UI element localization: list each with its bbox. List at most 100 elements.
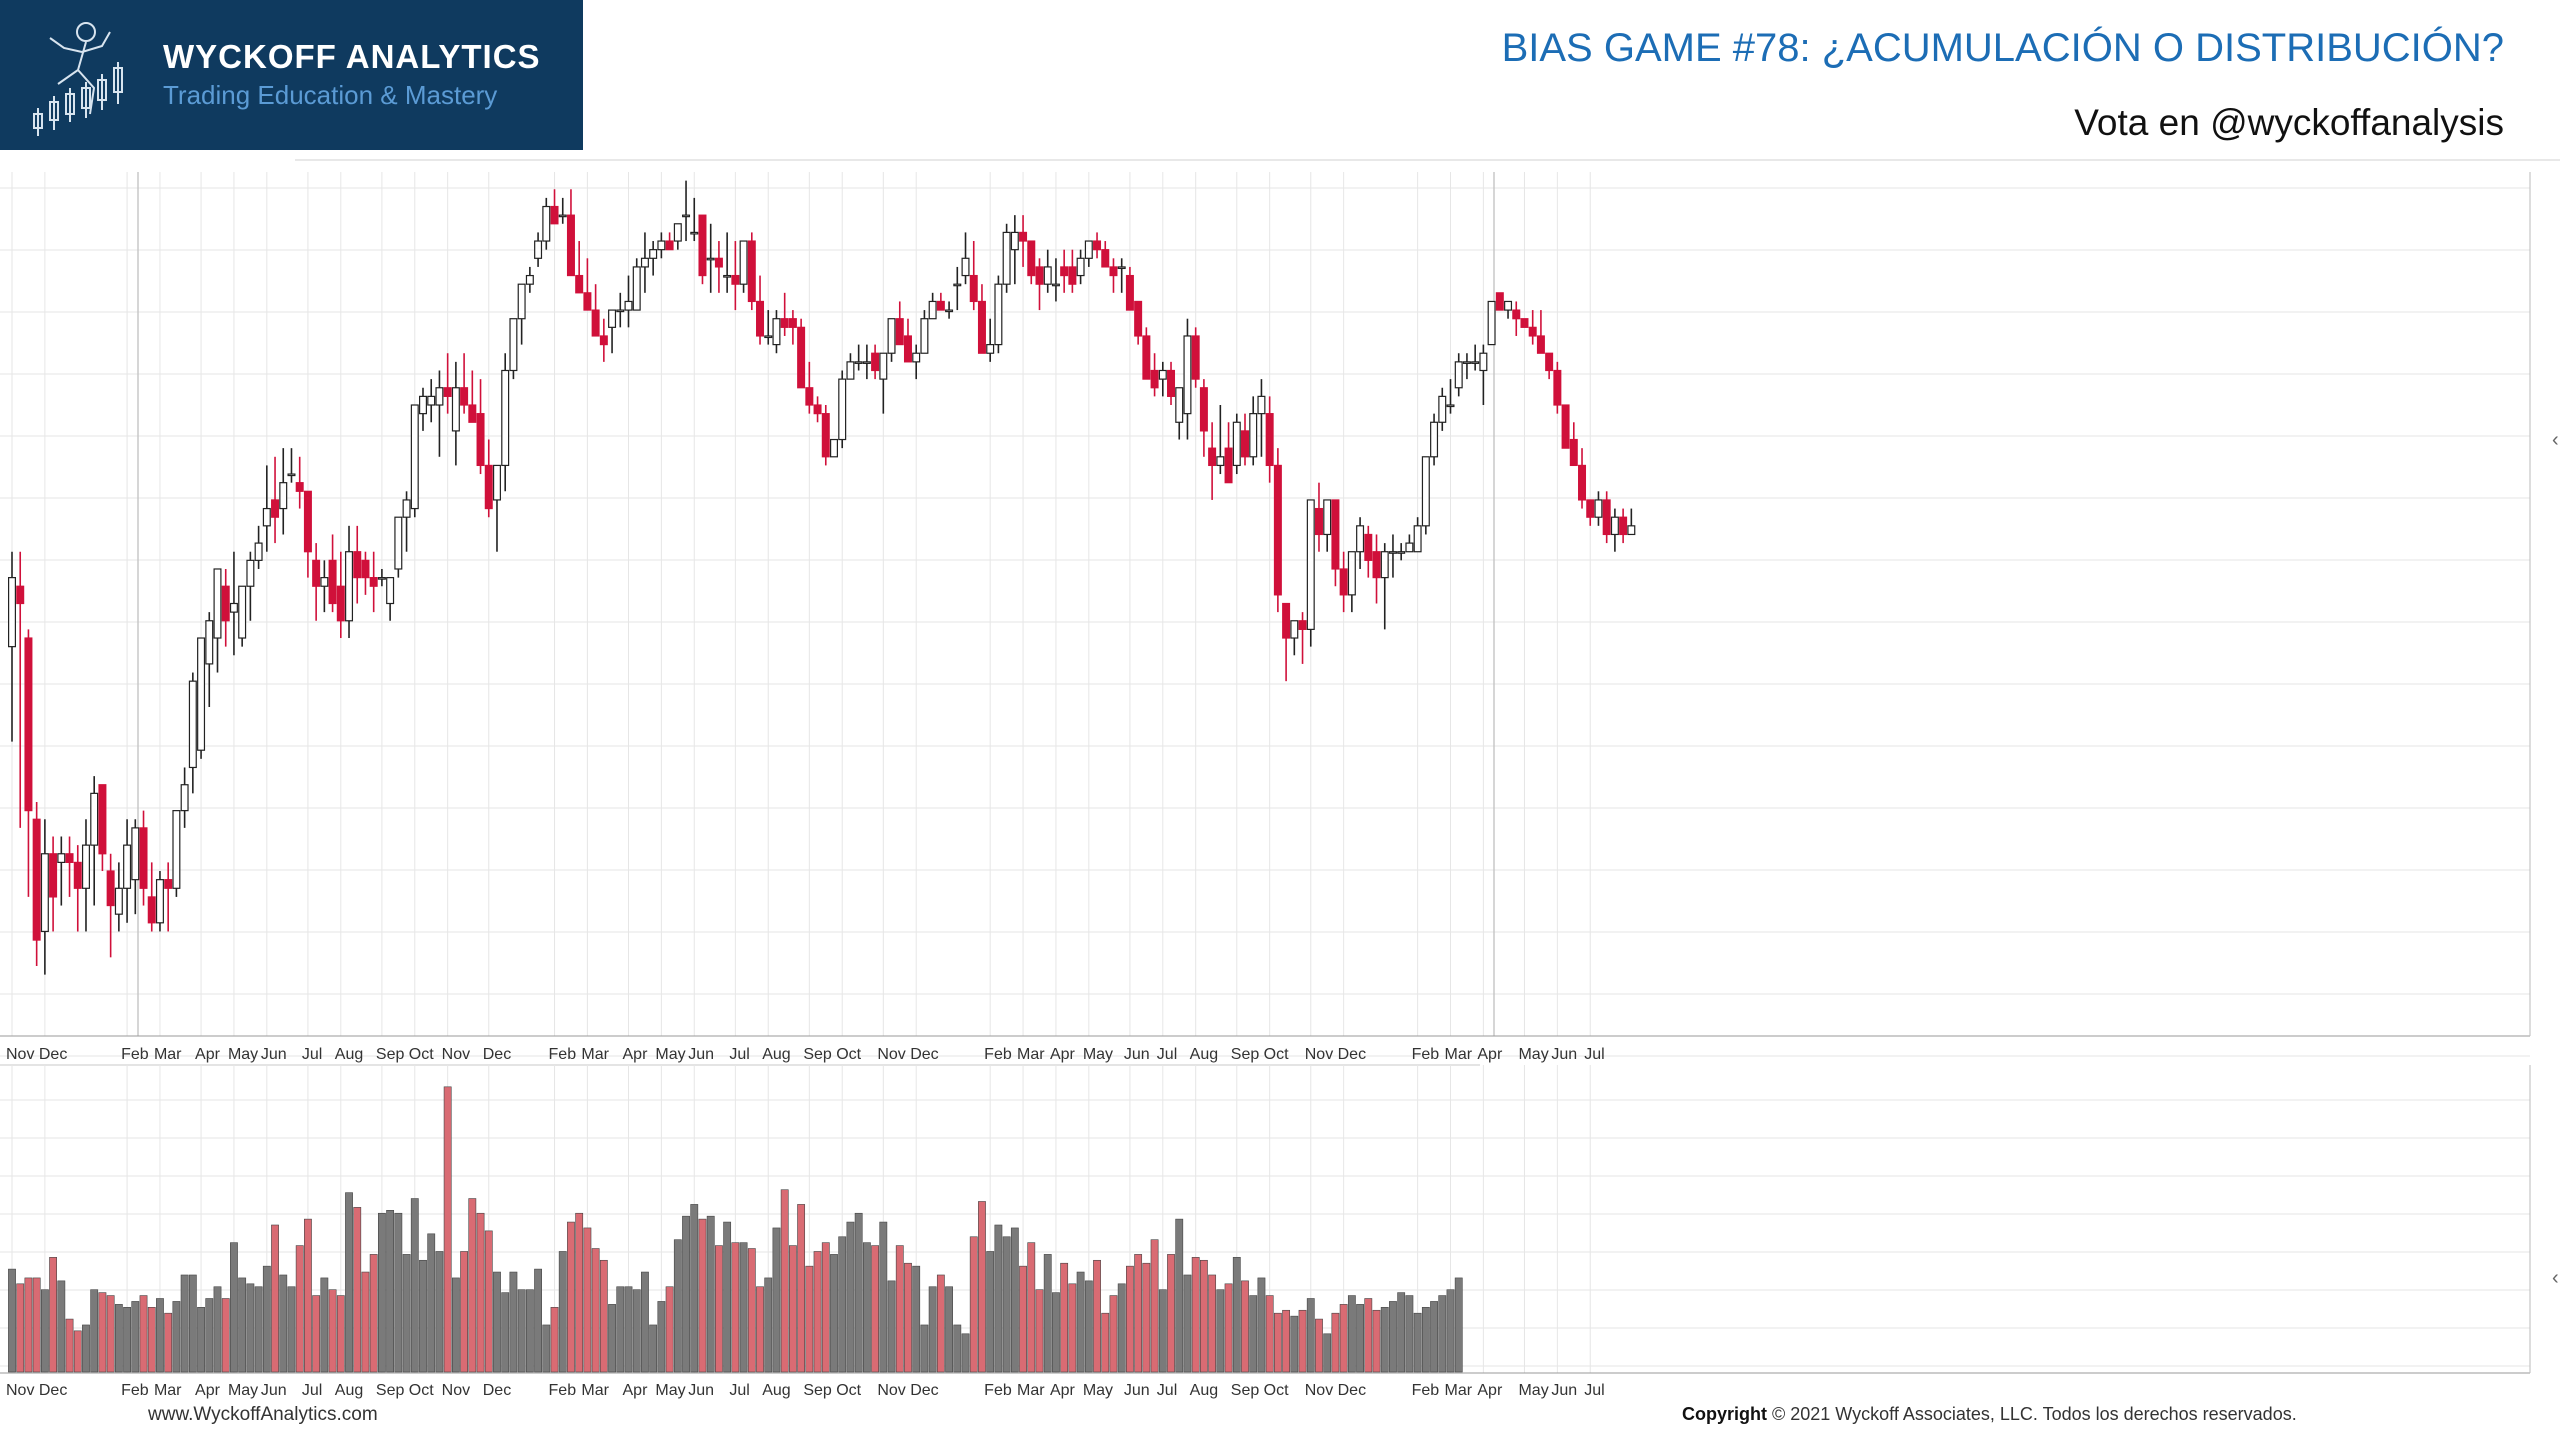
candle (312, 543, 321, 621)
candle (1208, 422, 1217, 500)
candles (8, 180, 1636, 975)
volume-x-tick-label: Aug (762, 1382, 790, 1399)
candle (65, 836, 74, 897)
price-x-tick-label: May (655, 1046, 685, 1063)
volume-bar (1134, 1254, 1143, 1373)
candle-body (1183, 335, 1192, 415)
candle-body (1224, 447, 1233, 484)
price-x-tick-label: Mar (581, 1046, 609, 1063)
volume-bar (246, 1283, 255, 1373)
candle-body (238, 585, 247, 639)
volume-bar (320, 1277, 329, 1373)
candle-body (1035, 266, 1044, 285)
volume-bar (591, 1248, 600, 1373)
candle (1240, 413, 1249, 466)
volume-bar (361, 1271, 370, 1373)
candle-body (838, 378, 847, 441)
volume-bar (114, 1304, 123, 1373)
candle (402, 491, 411, 552)
candle-body (1175, 387, 1184, 423)
volume-bar (1347, 1295, 1356, 1373)
candle-body (1125, 274, 1134, 311)
page-subtitle: Vota en @wyckoffanalysis (2074, 102, 2504, 143)
candle-body (1208, 447, 1217, 467)
candle-body (525, 274, 534, 285)
price-x-tick-label: Jul (729, 1046, 749, 1063)
candle-body (1619, 516, 1628, 536)
candle (295, 456, 304, 509)
volume-bar (1167, 1254, 1175, 1373)
volume-bar (821, 1242, 830, 1373)
candle-body (657, 240, 666, 251)
candle-body (1068, 266, 1077, 285)
candle (1084, 240, 1093, 267)
candle-body (1479, 352, 1488, 372)
volume-bar (1241, 1280, 1249, 1373)
candle-body (123, 844, 132, 889)
volume-bar (673, 1239, 682, 1373)
candle (164, 862, 173, 932)
candle (1430, 413, 1439, 466)
candle (1158, 361, 1167, 397)
price-x-tick-label: Mar (1017, 1046, 1045, 1063)
candle (1076, 249, 1085, 285)
volume-bar (1109, 1295, 1118, 1373)
volume-bar (969, 1236, 978, 1373)
candle-body (402, 499, 411, 518)
candle-body (682, 214, 691, 218)
candle (1610, 508, 1619, 552)
candle-body (756, 300, 765, 337)
volume-bar (813, 1251, 822, 1373)
candle (361, 551, 370, 595)
candle-body (279, 482, 288, 510)
candle-body (1150, 369, 1159, 389)
candle-body (328, 559, 337, 605)
volume-bar (493, 1271, 501, 1373)
volume-bar (871, 1245, 879, 1373)
volume-x-tick-label: May (1083, 1382, 1113, 1399)
candle-body (1314, 507, 1323, 536)
volume-bar (558, 1251, 567, 1373)
candle (73, 845, 82, 932)
candle (838, 370, 847, 449)
volume-x-tick-label: Feb (1412, 1382, 1440, 1399)
candle (1397, 543, 1406, 561)
volume-bar (1027, 1242, 1036, 1373)
candle (517, 283, 526, 345)
candle (394, 516, 403, 578)
volume-bar (205, 1298, 214, 1373)
price-x-tick-label: Dec (39, 1046, 67, 1063)
volume-bar (1010, 1227, 1019, 1373)
candle (953, 266, 962, 311)
candle (1479, 344, 1488, 406)
volume-bar (682, 1215, 690, 1373)
candle-body (624, 300, 633, 311)
candle (1331, 499, 1340, 587)
volume-bar (262, 1265, 271, 1373)
volume-bar (82, 1324, 90, 1373)
candle (1060, 249, 1069, 293)
candle (723, 232, 732, 293)
volume-bar (156, 1298, 164, 1373)
candle (1561, 404, 1570, 449)
candle (180, 767, 189, 828)
volume-x-tick-label: Oct (409, 1382, 434, 1399)
candle (591, 284, 600, 337)
candle-body (345, 551, 354, 622)
candle-body (254, 542, 263, 561)
candle (1528, 310, 1537, 345)
volume-bar (1356, 1304, 1364, 1373)
candle-body (484, 464, 493, 510)
candle-body (1421, 456, 1430, 527)
candle (419, 387, 428, 431)
volume-bar (1068, 1283, 1077, 1373)
price-x-tick-label: Feb (984, 1046, 1012, 1063)
candle-body (147, 896, 156, 924)
volume-bar (312, 1295, 321, 1373)
volume-bar (895, 1245, 904, 1373)
volume-bar (1413, 1312, 1422, 1373)
volume-bar (40, 1289, 49, 1373)
price-x-tick-label: May (228, 1046, 258, 1063)
copyright-text: © 2021 Wyckoff Associates, LLC. Todos lo… (1767, 1404, 2297, 1424)
candle (386, 577, 395, 621)
